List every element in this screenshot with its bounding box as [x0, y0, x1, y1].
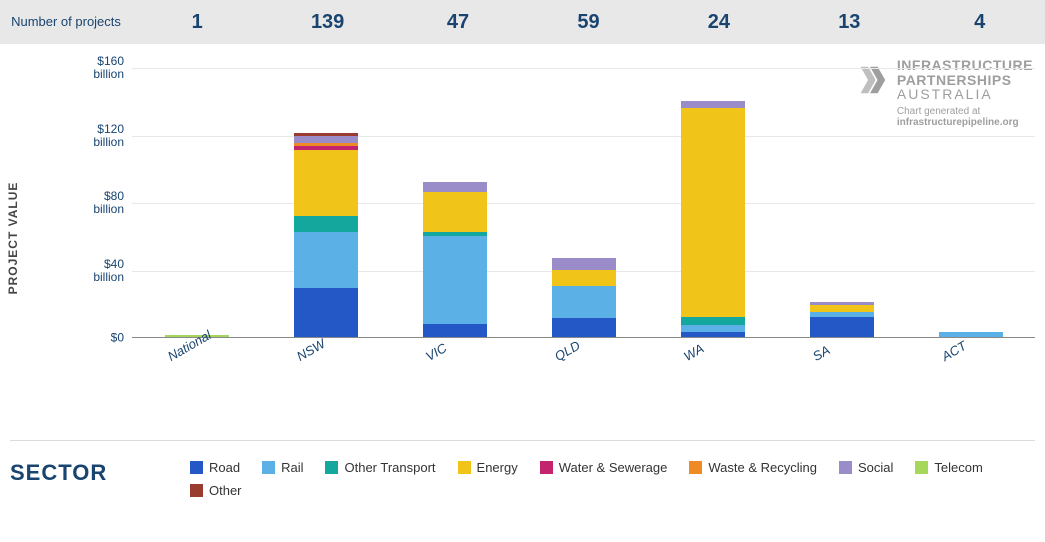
bar-segment-energy: [810, 305, 874, 312]
y-tick-label: $0: [111, 331, 124, 344]
bar-segment-rail: [423, 236, 487, 324]
legend-swatch: [325, 461, 338, 474]
bar-segment-road: [294, 288, 358, 337]
gridline: [132, 68, 1035, 69]
legend-label: Telecom: [934, 460, 982, 475]
bar-segment-social: [681, 101, 745, 108]
projects-count: 13: [784, 11, 914, 34]
bar-segment-rail: [552, 286, 616, 318]
bar-segment-energy: [552, 270, 616, 287]
gridline: [132, 203, 1035, 204]
legend-label: Other Transport: [344, 460, 435, 475]
gridline: [132, 136, 1035, 137]
legend-item-waste: Waste & Recycling: [689, 460, 817, 475]
legend-items: Road Rail Other Transport Energy Water & Sew…: [190, 460, 1035, 498]
x-tick-label: WA: [681, 341, 706, 364]
bar-segment-road: [681, 332, 745, 337]
bar-segment-road: [810, 317, 874, 337]
y-tick-label: $160billion: [93, 55, 124, 81]
projects-count: 59: [523, 11, 653, 34]
legend-label: Social: [858, 460, 893, 475]
legend-swatch: [839, 461, 852, 474]
bar-segment-waste: [294, 143, 358, 146]
legend-label: Water & Sewerage: [559, 460, 668, 475]
x-tick-label: ACT: [939, 338, 969, 364]
bar-segment-energy: [681, 108, 745, 317]
legend-label: Other: [209, 483, 242, 498]
bar-segment-water: [294, 146, 358, 149]
bar-segment-rail: [939, 332, 1003, 337]
x-tick-label: VIC: [423, 340, 449, 364]
y-axis-title: PROJECT VALUE: [6, 182, 20, 295]
legend-label: Rail: [281, 460, 303, 475]
legend-swatch: [458, 461, 471, 474]
bar-segment-road: [552, 318, 616, 337]
legend-swatch: [262, 461, 275, 474]
x-tick-label: SA: [810, 342, 833, 364]
legend-item-rail: Rail: [262, 460, 303, 475]
bar-segment-rail: [810, 312, 874, 317]
bar-segment-rail: [681, 325, 745, 332]
bar-segment-otrans: [681, 317, 745, 325]
bar-segment-otrans: [294, 216, 358, 233]
projects-count: 47: [393, 11, 523, 34]
y-tick-label: $80billion: [93, 190, 124, 216]
bar-segment-energy: [423, 192, 487, 233]
x-tick-label: NSW: [294, 336, 328, 364]
projects-header-label: Number of projects: [0, 14, 132, 30]
projects-header-values: 1139475924134: [132, 11, 1045, 34]
legend-swatch: [689, 461, 702, 474]
bar-segment-social: [294, 136, 358, 143]
projects-count: 1: [132, 11, 262, 34]
legend-item-road: Road: [190, 460, 240, 475]
legend-item-energy: Energy: [458, 460, 518, 475]
projects-header: Number of projects 1139475924134: [0, 0, 1045, 44]
bar-segment-social: [552, 258, 616, 270]
bar-segment-social: [810, 302, 874, 305]
legend-block: SECTOR Road Rail Other Transport Energy Wate…: [10, 460, 1035, 498]
legend-swatch: [190, 484, 203, 497]
legend-item-social: Social: [839, 460, 893, 475]
legend-label: Road: [209, 460, 240, 475]
plot-region: $0$40billion$80billion$120billion$160bil…: [132, 68, 1035, 338]
legend-item-otrans: Other Transport: [325, 460, 435, 475]
bar-segment-rail: [294, 232, 358, 288]
y-tick-label: $120billion: [93, 122, 124, 148]
y-tick-label: $40billion: [93, 257, 124, 283]
x-tick-label: National: [165, 327, 214, 364]
projects-count: 139: [262, 11, 392, 34]
bar-segment-social: [423, 182, 487, 192]
chart-area: PROJECT VALUE $0$40billion$80billion$120…: [0, 58, 1045, 414]
legend-swatch: [190, 461, 203, 474]
x-tick-label: QLD: [552, 338, 583, 364]
legend-label: Waste & Recycling: [708, 460, 817, 475]
legend-label: Energy: [477, 460, 518, 475]
bar-segment-road: [423, 324, 487, 338]
bar-segment-energy: [294, 150, 358, 216]
projects-count: 24: [654, 11, 784, 34]
legend-swatch: [540, 461, 553, 474]
legend-item-water: Water & Sewerage: [540, 460, 668, 475]
section-divider: [10, 440, 1035, 441]
legend-swatch: [915, 461, 928, 474]
legend-item-other: Other: [190, 483, 242, 498]
projects-count: 4: [915, 11, 1045, 34]
bar-segment-other: [294, 133, 358, 136]
legend-item-telecom: Telecom: [915, 460, 982, 475]
bar-segment-otrans: [423, 232, 487, 235]
legend-title: SECTOR: [10, 460, 190, 498]
